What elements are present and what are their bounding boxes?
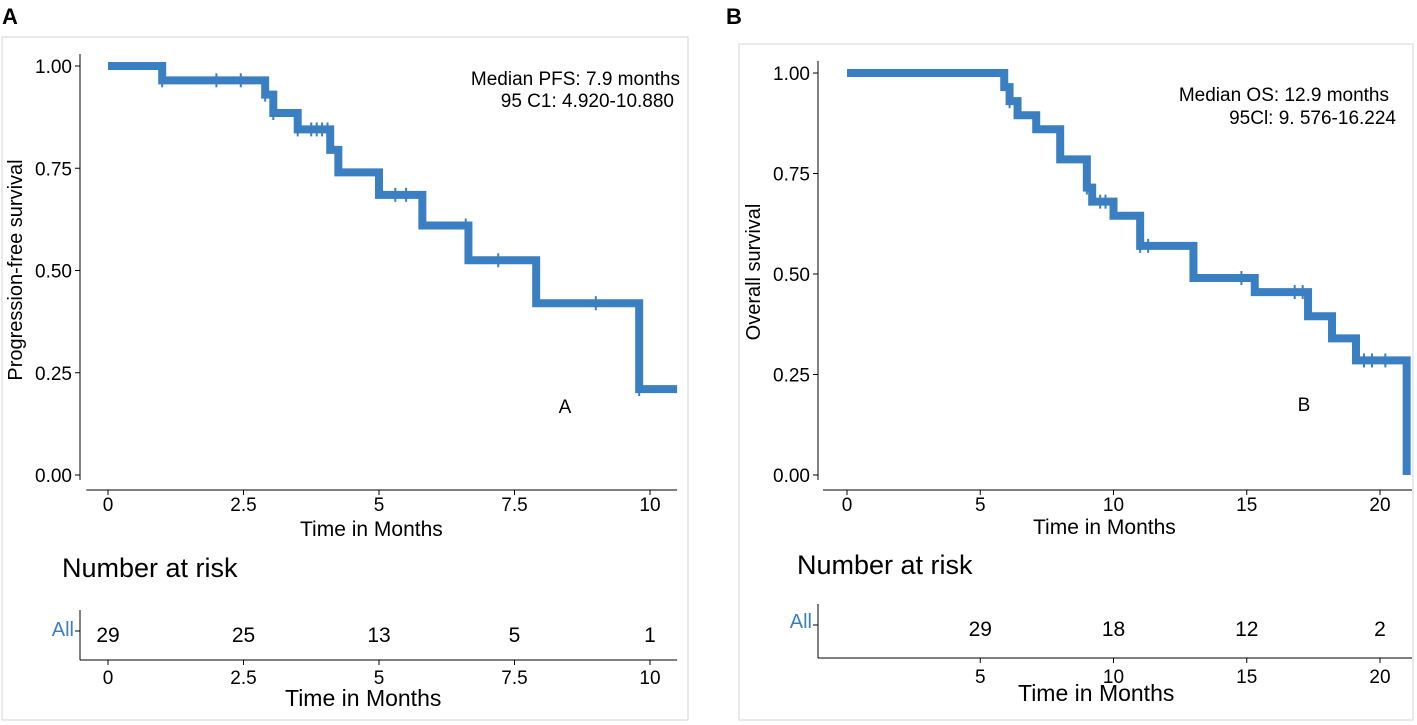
- risk-x-tick-label: 0: [103, 668, 114, 689]
- risk-x-tick-label: 20: [1369, 667, 1390, 688]
- survival-curve-all: [108, 62, 678, 394]
- panel-a-ylabel: Progression-free survival: [5, 159, 27, 380]
- panel-a-xlabel: Time in Months: [300, 518, 443, 541]
- risk-x-tick-label: 15: [1236, 667, 1257, 688]
- x-tick-label: 2.5: [230, 495, 256, 516]
- panel-b-border: [738, 43, 1414, 721]
- risk-count: 13: [367, 624, 390, 647]
- y-tick-label: 1.00: [773, 64, 810, 85]
- panel-a: A 0.000.250.500.751.000 2.5 5 7.5 10 Time in…: [1, 4, 689, 721]
- panel-a-risk-table: 0 29 2.5 25 5 13 7.5 5 10 1: [75, 610, 678, 689]
- panel-b-risk-xlabel: Time in Months: [1018, 680, 1174, 706]
- panel-b-label: B: [726, 4, 742, 29]
- risk-count: 1: [644, 624, 656, 647]
- panel-b-ylabel: Overall survival: [743, 204, 765, 341]
- panel-b-risk-table: 5 29 10 18 15 12 20 2: [813, 604, 1412, 688]
- y-tick-label: 0.25: [773, 366, 810, 387]
- panel-b-risk-group: All: [790, 611, 812, 633]
- risk-x-tick-label: 2.5: [230, 668, 256, 689]
- panel-b-plot: 0.00 0.25 0.50 0.75 1.00 0 5 10 15 20: [773, 61, 1412, 516]
- risk-count: 12: [1235, 618, 1258, 641]
- panel-b-annotation-line2: 95Cl: 9. 576-16.224: [1229, 108, 1396, 129]
- x-tick-label: 5: [374, 495, 385, 516]
- y-tick-label: 0.00: [35, 466, 72, 487]
- y-tick-label: 0.00: [773, 466, 810, 487]
- x-tick-label: 15: [1236, 495, 1257, 516]
- panel-b-annotation-line1: Median OS: 12.9 months: [1179, 85, 1389, 106]
- y-tick-label: 0.50: [773, 265, 810, 286]
- risk-count: 5: [509, 624, 521, 647]
- panel-b: B 0.00 0.25 0.50 0.75 1.00 0 5 10 15 20 Time in M…: [726, 4, 1414, 721]
- risk-x-tick-label: 5: [975, 667, 986, 688]
- panel-a-risk-xlabel: Time in Months: [285, 685, 441, 711]
- panel-a-risk-group: All: [52, 619, 74, 641]
- y-tick-label: 0.75: [35, 159, 72, 180]
- risk-x-tick-label: 5: [374, 668, 385, 689]
- risk-x-tick-label: 10: [1103, 667, 1124, 688]
- y-tick-label: 1.00: [35, 57, 72, 78]
- panel-a-label: A: [2, 4, 18, 29]
- x-tick-label: 20: [1369, 495, 1390, 516]
- risk-count: 25: [232, 624, 255, 647]
- y-tick-label: 0.25: [35, 364, 72, 385]
- y-tick-label: 0.75: [773, 165, 810, 186]
- panel-b-risk-title: Number at risk: [797, 550, 973, 580]
- survival-curve-all: [847, 69, 1411, 475]
- panel-a-annotation-line2: 95 C1: 4.920-10.880: [501, 91, 674, 112]
- x-tick-label: 7.5: [501, 495, 527, 516]
- panel-b-curve-label: B: [1298, 395, 1311, 416]
- panel-a-plot: 0.00 0.25 0.50 0.75 1.00 0 2.5 5 7.5 10: [35, 54, 678, 516]
- panel-a-curve-label: A: [559, 397, 572, 418]
- risk-x-tick-label: 10: [639, 668, 660, 689]
- x-tick-label: 10: [1103, 495, 1124, 516]
- panel-a-risk-title: Number at risk: [62, 553, 238, 583]
- x-tick-label: 0: [842, 495, 853, 516]
- risk-x-tick-label: 7.5: [501, 668, 527, 689]
- x-tick-label: 0: [103, 495, 114, 516]
- panel-a-border: [1, 36, 689, 721]
- panel-b-xlabel: Time in Months: [1033, 516, 1176, 539]
- panel-a-annotation-line1: Median PFS: 7.9 months: [471, 69, 680, 90]
- risk-count: 2: [1374, 618, 1386, 641]
- risk-count: 29: [969, 618, 992, 641]
- x-tick-label: 5: [975, 495, 986, 516]
- y-tick-label: 0.50: [35, 262, 72, 283]
- x-tick-label: 10: [639, 495, 660, 516]
- risk-count: 29: [96, 624, 119, 647]
- risk-count: 18: [1102, 618, 1125, 641]
